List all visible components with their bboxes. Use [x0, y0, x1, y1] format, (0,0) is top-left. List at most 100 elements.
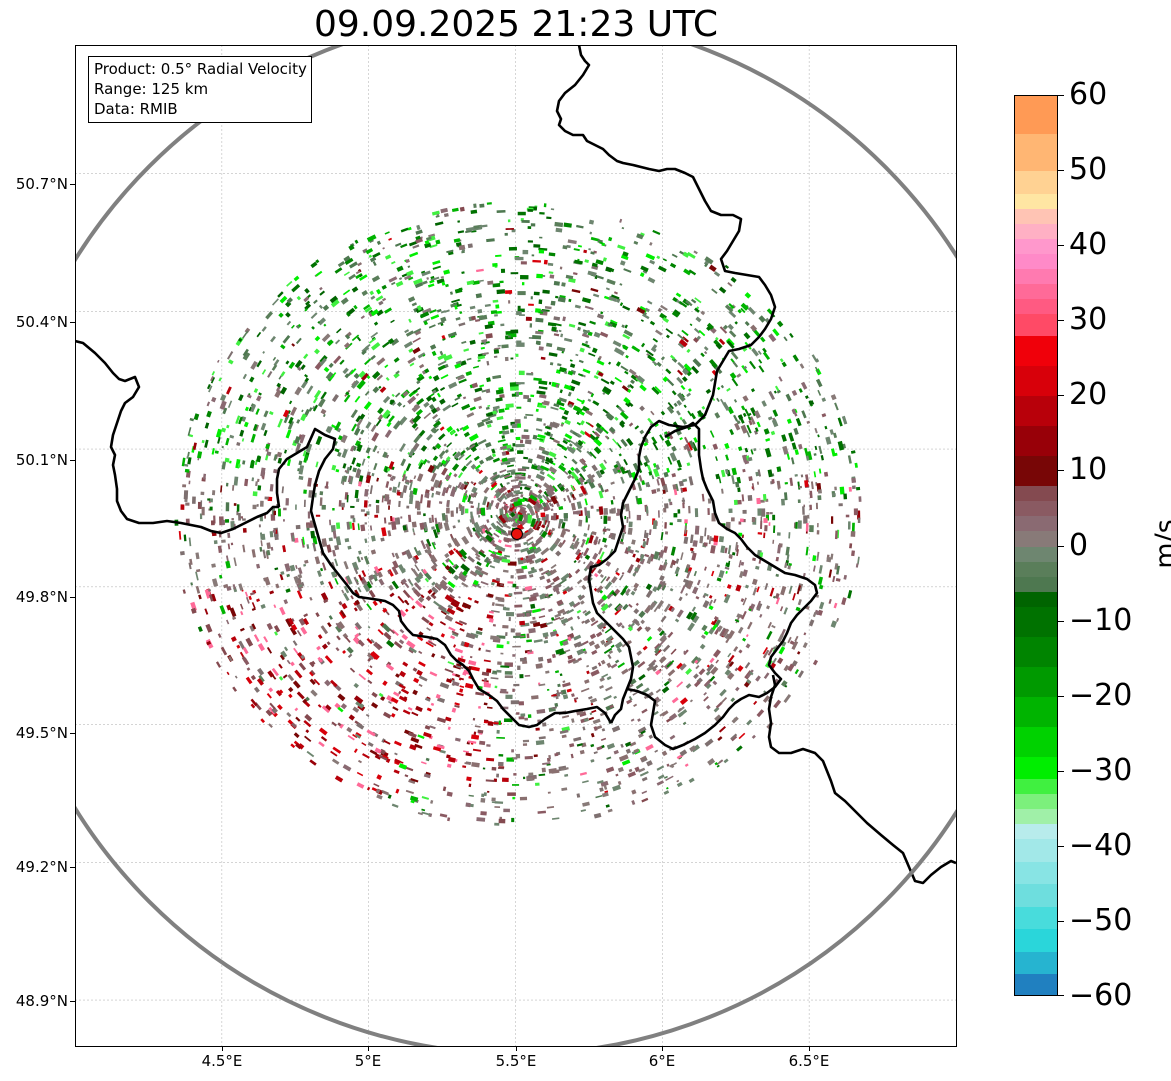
velocity-echo-cell: [637, 726, 647, 734]
velocity-echo-cell: [252, 423, 258, 432]
velocity-echo-cell: [574, 304, 581, 309]
velocity-echo-cell: [344, 257, 354, 266]
velocity-echo-cell: [517, 524, 523, 530]
velocity-echo-cell: [470, 505, 474, 509]
velocity-echo-cell: [513, 683, 520, 687]
velocity-echo-cell: [410, 736, 420, 744]
velocity-echo-cell: [304, 377, 310, 383]
velocity-echo-cell: [623, 329, 634, 337]
velocity-echo-cell: [704, 566, 707, 571]
velocity-echo-cell: [365, 421, 372, 429]
velocity-echo-cell: [188, 433, 194, 438]
velocity-echo-cell: [453, 574, 460, 581]
velocity-echo-cell: [683, 268, 692, 276]
velocity-echo-cell: [734, 618, 740, 623]
velocity-echo-cell: [601, 610, 606, 615]
velocity-echo-cell: [590, 287, 599, 293]
velocity-echo-cell: [347, 653, 353, 659]
velocity-echo-cell: [342, 367, 349, 375]
velocity-echo-cell: [810, 481, 814, 490]
velocity-echo-cell: [315, 461, 319, 468]
velocity-echo-cell: [615, 361, 622, 367]
velocity-echo-cell: [440, 275, 444, 279]
velocity-echo-cell: [715, 659, 719, 664]
velocity-echo-cell: [522, 249, 529, 255]
radar-map[interactable]: [75, 45, 956, 1046]
velocity-echo-cell: [391, 260, 396, 265]
velocity-echo-cell: [472, 227, 482, 231]
colorbar-segment: [1015, 951, 1057, 976]
velocity-echo-cell: [837, 440, 845, 451]
velocity-echo-cell: [518, 701, 524, 706]
velocity-echo-cell: [670, 607, 676, 613]
velocity-echo-cell: [619, 302, 624, 307]
velocity-echo-cell: [519, 486, 523, 490]
velocity-echo-cell: [588, 352, 596, 357]
velocity-echo-cell: [474, 565, 479, 570]
velocity-echo-cell: [284, 563, 291, 572]
colorbar-segment: [1015, 546, 1057, 563]
velocity-echo-cell: [426, 459, 431, 464]
velocity-echo-cell: [555, 550, 562, 557]
velocity-echo-cell: [453, 238, 461, 243]
velocity-echo-cell: [508, 616, 511, 622]
velocity-echo-cell: [312, 536, 318, 545]
velocity-echo-cell: [365, 447, 371, 454]
velocity-echo-cell: [290, 661, 295, 667]
velocity-echo-cell: [211, 578, 219, 587]
velocity-echo-cell: [459, 548, 468, 557]
velocity-echo-cell: [656, 478, 660, 486]
velocity-echo-cell: [431, 350, 437, 357]
velocity-echo-cell: [590, 236, 600, 242]
velocity-echo-cell: [384, 364, 389, 369]
velocity-echo-cell: [285, 429, 292, 439]
velocity-echo-cell: [663, 471, 669, 478]
velocity-echo-cell: [767, 416, 773, 421]
velocity-echo-cell: [495, 310, 502, 314]
velocity-echo-cell: [351, 457, 357, 465]
velocity-echo-cell: [184, 463, 189, 467]
velocity-echo-cell: [674, 618, 680, 623]
velocity-echo-cell: [429, 725, 436, 730]
velocity-echo-cell: [660, 656, 664, 660]
velocity-echo-cell: [431, 407, 438, 415]
velocity-echo-cell: [332, 549, 337, 557]
velocity-echo-cell: [528, 303, 534, 306]
velocity-echo-cell: [628, 695, 633, 701]
velocity-echo-cell: [319, 357, 327, 366]
velocity-echo-cell: [527, 226, 532, 230]
velocity-echo-cell: [536, 417, 543, 422]
velocity-echo-cell: [737, 626, 744, 634]
velocity-echo-cell: [560, 333, 564, 338]
velocity-echo-cell: [442, 608, 451, 615]
velocity-echo-cell: [470, 734, 480, 740]
velocity-echo-cell: [377, 628, 384, 636]
velocity-echo-cell: [663, 790, 670, 795]
velocity-echo-cell: [548, 608, 553, 613]
velocity-echo-cell: [596, 779, 604, 784]
colorbar-tick-mark: [1058, 845, 1064, 847]
velocity-echo-cell: [756, 497, 761, 505]
velocity-echo-cell: [368, 504, 372, 507]
velocity-echo-cell: [403, 599, 410, 606]
velocity-echo-cell: [624, 515, 627, 520]
velocity-echo-cell: [682, 502, 685, 509]
velocity-echo-cell: [812, 565, 816, 572]
velocity-echo-cell: [549, 728, 554, 732]
velocity-echo-cell: [357, 268, 362, 273]
velocity-echo-cell: [573, 634, 582, 641]
velocity-echo-cell: [578, 321, 587, 327]
velocity-echo-cell: [713, 339, 720, 346]
velocity-echo-cell: [639, 558, 645, 565]
velocity-echo-cell: [495, 525, 504, 532]
velocity-echo-cell: [381, 738, 386, 743]
velocity-echo-cell: [375, 499, 380, 504]
velocity-echo-cell: [432, 374, 440, 382]
velocity-echo-cell: [691, 365, 700, 374]
velocity-echo-cell: [343, 271, 350, 277]
velocity-echo-cell: [517, 308, 525, 313]
velocity-echo-cell: [584, 507, 588, 516]
velocity-echo-cell: [653, 551, 660, 560]
velocity-echo-cell: [526, 536, 534, 542]
velocity-echo-cell: [369, 665, 373, 669]
